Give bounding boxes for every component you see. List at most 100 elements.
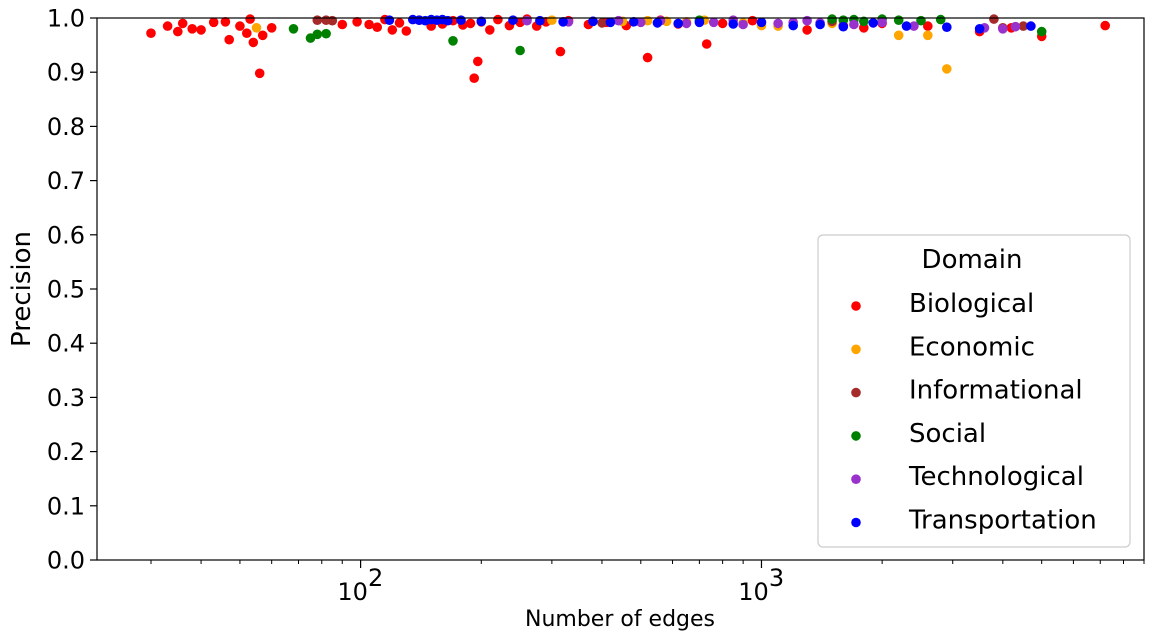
y-tick-label: 0.2 bbox=[47, 438, 85, 466]
data-point bbox=[251, 23, 262, 33]
data-point bbox=[173, 26, 183, 37]
data-point bbox=[1036, 26, 1047, 37]
legend-label: Economic bbox=[909, 332, 1035, 362]
y-tick-label: 0.8 bbox=[47, 113, 85, 141]
data-point bbox=[877, 17, 887, 28]
data-point bbox=[337, 19, 348, 30]
data-point bbox=[652, 18, 663, 28]
data-point bbox=[747, 15, 758, 26]
data-point bbox=[266, 23, 277, 33]
data-point bbox=[974, 24, 985, 34]
data-point bbox=[508, 15, 518, 25]
data-point bbox=[893, 15, 904, 25]
legend-marker bbox=[851, 301, 861, 311]
legend-title: Domain bbox=[922, 245, 1023, 275]
data-point bbox=[327, 15, 338, 26]
data-point bbox=[923, 30, 933, 41]
x-axis-label: Number of edges bbox=[525, 607, 715, 632]
data-point bbox=[728, 19, 738, 29]
data-point bbox=[942, 64, 952, 74]
data-point bbox=[838, 21, 849, 32]
data-point bbox=[901, 21, 912, 31]
y-tick-label: 0.3 bbox=[47, 384, 85, 412]
data-point bbox=[802, 15, 812, 26]
data-point bbox=[242, 28, 252, 38]
data-point bbox=[788, 20, 798, 31]
data-point bbox=[493, 14, 503, 25]
series-social bbox=[288, 14, 1047, 56]
data-point bbox=[701, 39, 712, 49]
data-point bbox=[597, 18, 607, 28]
y-axis-label: Precision bbox=[7, 231, 37, 347]
data-point bbox=[220, 17, 231, 27]
data-point bbox=[448, 36, 458, 46]
data-point bbox=[364, 19, 374, 30]
data-point bbox=[187, 24, 197, 34]
data-point bbox=[312, 15, 323, 25]
data-point bbox=[773, 18, 783, 29]
data-point bbox=[827, 14, 837, 24]
data-point bbox=[613, 15, 624, 26]
data-point bbox=[558, 17, 568, 27]
data-point bbox=[547, 15, 557, 25]
data-point bbox=[588, 16, 598, 27]
legend-label: Informational bbox=[909, 376, 1083, 406]
x-axis-minor-ticks bbox=[150, 560, 1145, 564]
data-point bbox=[555, 46, 566, 57]
legend-marker bbox=[851, 387, 861, 398]
data-point bbox=[628, 17, 639, 27]
data-point bbox=[224, 34, 234, 45]
data-point bbox=[248, 37, 259, 48]
data-point bbox=[469, 73, 480, 83]
data-point bbox=[535, 15, 545, 26]
data-point bbox=[942, 22, 952, 32]
data-point bbox=[473, 56, 483, 67]
legend-label: Biological bbox=[909, 289, 1034, 319]
data-point bbox=[694, 17, 705, 28]
data-point bbox=[681, 18, 692, 29]
data-point bbox=[923, 21, 933, 31]
data-point bbox=[235, 21, 245, 31]
legend-marker bbox=[851, 517, 861, 528]
data-point bbox=[245, 14, 255, 24]
legend-label: Social bbox=[909, 419, 986, 449]
data-point bbox=[522, 15, 532, 26]
y-tick-label: 0.0 bbox=[47, 547, 85, 575]
y-tick-label: 1.0 bbox=[47, 5, 85, 33]
legend-label: Technological bbox=[908, 462, 1084, 492]
data-point bbox=[372, 22, 383, 32]
legend-entries: Biological Economic Informational Social Tec… bbox=[851, 289, 1097, 536]
y-tick-label: 0.6 bbox=[47, 221, 85, 249]
x-tick-label: 10 bbox=[337, 578, 368, 606]
data-point bbox=[1100, 20, 1110, 31]
data-point bbox=[859, 16, 869, 27]
data-point bbox=[636, 17, 646, 28]
data-point bbox=[321, 28, 331, 39]
data-point bbox=[456, 15, 466, 25]
data-point bbox=[254, 68, 265, 79]
y-tick-label: 0.9 bbox=[47, 59, 85, 87]
data-point bbox=[998, 24, 1008, 34]
data-point bbox=[935, 14, 946, 25]
data-point bbox=[146, 28, 156, 38]
data-point bbox=[989, 14, 999, 24]
x-tick-label: 10 bbox=[738, 578, 769, 606]
legend-label: Transportation bbox=[908, 506, 1097, 536]
data-point bbox=[605, 17, 616, 28]
data-point bbox=[177, 18, 188, 29]
data-points bbox=[146, 14, 1110, 83]
x-tick-exponent: 3 bbox=[769, 564, 784, 592]
data-point bbox=[443, 15, 453, 26]
legend-marker bbox=[851, 344, 861, 355]
legend-marker bbox=[851, 431, 861, 441]
data-point bbox=[196, 25, 206, 35]
data-point bbox=[208, 17, 219, 28]
data-point bbox=[868, 18, 878, 28]
data-point bbox=[515, 45, 525, 56]
data-point bbox=[815, 19, 825, 30]
data-point bbox=[708, 17, 719, 28]
data-point bbox=[401, 26, 412, 36]
y-tick-label: 0.1 bbox=[47, 492, 85, 520]
y-tick-label: 0.4 bbox=[47, 330, 85, 358]
